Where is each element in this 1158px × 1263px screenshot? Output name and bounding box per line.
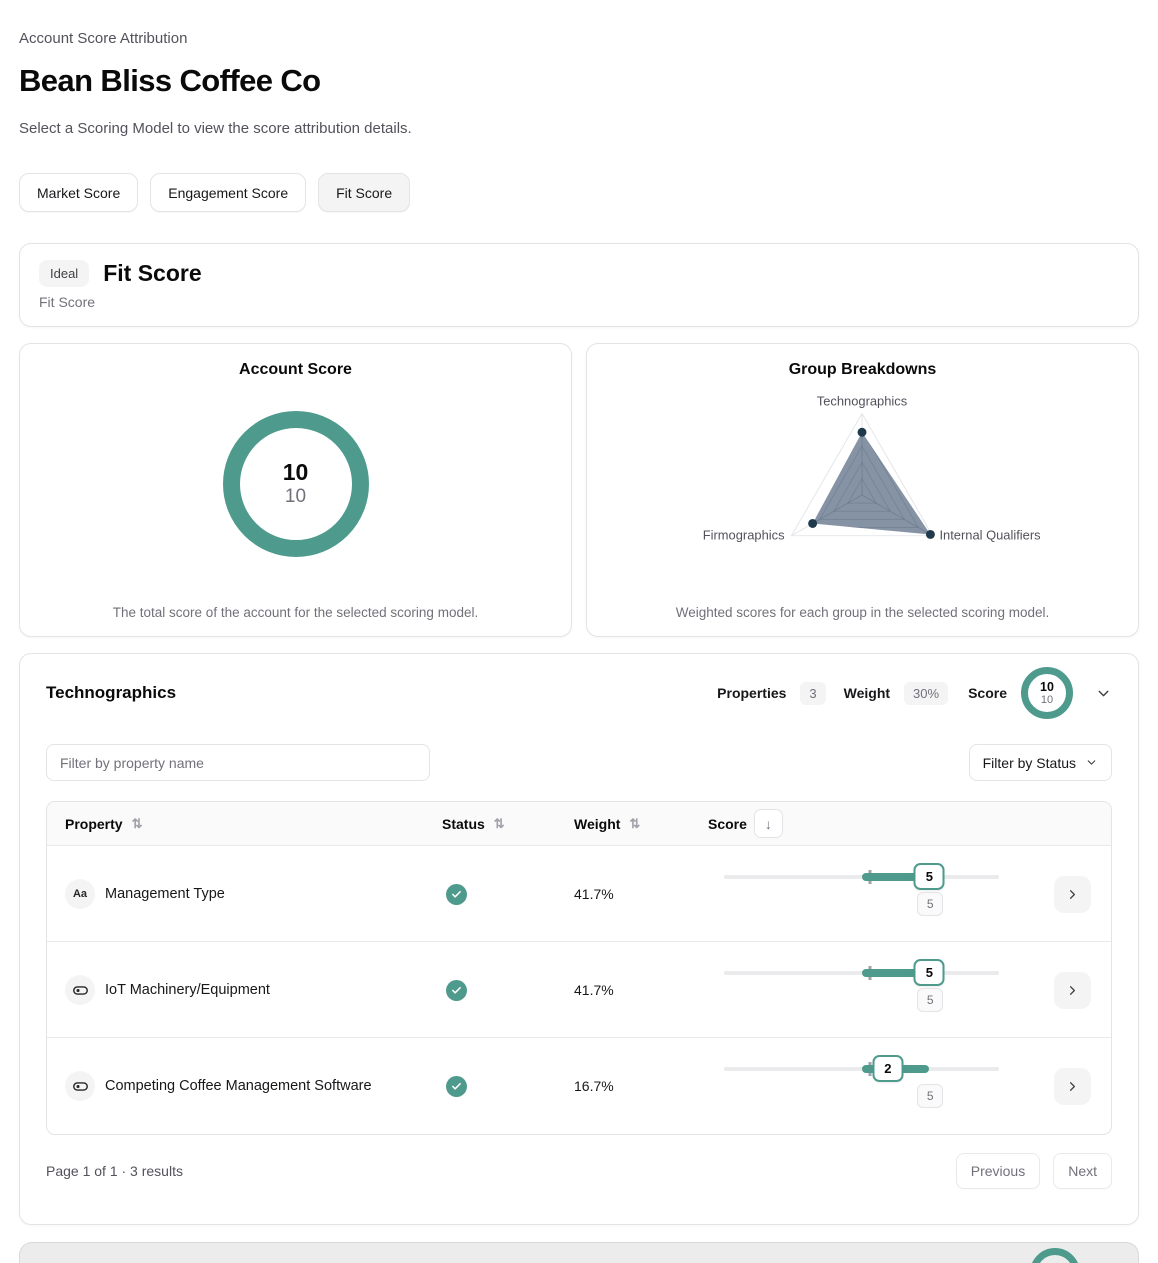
ideal-badge: Ideal xyxy=(39,260,90,287)
boolean-toggle-icon xyxy=(65,1071,95,1101)
weight-label: Weight xyxy=(843,685,891,701)
column-weight: Weight xyxy=(574,815,621,832)
status-sort-icon[interactable]: ⇅ xyxy=(493,815,505,831)
row-detail-button[interactable] xyxy=(1054,875,1091,913)
property-filter-input[interactable] xyxy=(46,744,430,781)
account-score-value: 10 xyxy=(282,459,309,485)
row-detail-button[interactable] xyxy=(1054,971,1091,1009)
column-status: Status xyxy=(442,815,485,832)
status-filter-label: Filter by Status xyxy=(982,754,1076,771)
row-detail-button[interactable] xyxy=(1054,1067,1091,1105)
table-row: Competing Coffee Management Software 16.… xyxy=(47,1038,1111,1134)
breadcrumb: Account Score Attribution xyxy=(19,30,188,47)
weight-value: 16.7% xyxy=(574,1078,614,1094)
property-name: Competing Coffee Management Software xyxy=(105,1078,372,1094)
status-passed-icon xyxy=(446,979,467,1001)
score-value-box[interactable]: 2 xyxy=(872,1055,904,1082)
score-max-box: 5 xyxy=(917,1084,944,1108)
group-score-value: 10 xyxy=(1040,679,1054,694)
property-name: Management Type xyxy=(105,886,225,902)
radar-axis-label: Internal Qualifiers xyxy=(939,528,1040,543)
chevron-right-icon xyxy=(1070,889,1075,899)
score-value-box[interactable]: 5 xyxy=(913,863,945,890)
charts-row: Account Score 10 10 The total score of t… xyxy=(19,343,1139,637)
score-slider: 5 5 xyxy=(724,942,1016,1038)
model-subtitle: Fit Score xyxy=(39,294,96,310)
column-property: Property xyxy=(65,815,123,832)
score-value-box[interactable]: 5 xyxy=(913,959,945,986)
slider-bar xyxy=(861,873,933,881)
group-score-max: 10 xyxy=(1040,693,1054,706)
weight-sort-icon[interactable]: ⇅ xyxy=(629,815,641,831)
property-sort-icon[interactable]: ⇅ xyxy=(131,815,143,831)
chevron-down-icon[interactable] xyxy=(1095,685,1112,702)
account-score-title: Account Score xyxy=(239,361,352,378)
property-name: IoT Machinery/Equipment xyxy=(105,982,270,998)
group-score-donut: 10 10 xyxy=(1021,667,1073,719)
tab-engagement-score[interactable]: Engagement Score xyxy=(150,173,307,212)
weight-value: 41.7% xyxy=(574,982,614,998)
page-summary: Page 1 of 1 · 3 results xyxy=(46,1163,183,1179)
tab-market-score[interactable]: Market Score xyxy=(19,173,139,212)
group-breakdowns-description: Weighted scores for each group in the se… xyxy=(675,605,1050,620)
status-passed-icon xyxy=(446,1075,467,1097)
table-header-row: Property ⇅ Status ⇅ Weight ⇅ Score ↓ xyxy=(47,802,1111,846)
scoring-model-tabs: Market Score Engagement Score Fit Score xyxy=(19,173,1139,212)
properties-table: Property ⇅ Status ⇅ Weight ⇅ Score ↓ xyxy=(46,801,1112,1135)
filters-row: Filter by Status xyxy=(46,744,1112,781)
page-subtitle: Select a Scoring Model to view the score… xyxy=(19,120,412,137)
properties-count-badge: 3 xyxy=(800,681,826,705)
chevron-right-icon xyxy=(1070,1081,1075,1091)
table-row: IoT Machinery/Equipment 41.7% 5 5 xyxy=(47,942,1111,1038)
group-header: Technographics Properties 3 Weight 30% S… xyxy=(46,664,1112,722)
weight-value-badge: 30% xyxy=(904,681,949,705)
technographics-section-card: Technographics Properties 3 Weight 30% S… xyxy=(19,653,1139,1225)
column-score: Score xyxy=(708,815,747,832)
status-passed-icon xyxy=(446,883,467,905)
group-breakdowns-card: Technographics Internal Qualifiers Firmogr… xyxy=(586,343,1139,637)
radar-chart: Technographics Internal Qualifiers Firmogr… xyxy=(703,394,1041,543)
chevron-down-icon xyxy=(1087,760,1096,765)
account-score-card: Account Score 10 10 The total score of t… xyxy=(19,343,572,637)
score-max-box: 5 xyxy=(917,988,944,1012)
score-sort-button[interactable]: ↓ xyxy=(753,809,783,838)
score-max-box: 5 xyxy=(917,892,944,916)
radar-axis-label: Firmographics xyxy=(703,528,785,543)
tab-fit-score[interactable]: Fit Score xyxy=(318,173,411,212)
radar-axis-label: Technographics xyxy=(817,394,907,409)
account-score-donut: 10 10 xyxy=(222,411,369,557)
next-group-score-donut xyxy=(1030,1248,1080,1263)
score-slider: 2 5 xyxy=(724,1038,1016,1134)
account-score-description: The total score of the account for the s… xyxy=(112,605,479,620)
pagination: Page 1 of 1 · 3 results Previous Next xyxy=(46,1153,1112,1189)
slider-bar xyxy=(861,969,933,977)
account-score-max: 10 xyxy=(284,486,307,507)
model-summary-card: Ideal Fit Score Fit Score xyxy=(19,243,1139,327)
next-button[interactable]: Next xyxy=(1053,1153,1112,1189)
boolean-toggle-icon xyxy=(65,975,95,1005)
group-title: Technographics xyxy=(46,683,177,702)
page-title: Bean Bliss Coffee Co xyxy=(19,63,321,98)
next-group-card-peek[interactable] xyxy=(19,1242,1139,1263)
text-type-icon: Aa xyxy=(65,879,95,909)
model-title: Fit Score xyxy=(103,260,202,286)
properties-label: Properties xyxy=(717,685,787,701)
previous-button[interactable]: Previous xyxy=(955,1153,1041,1189)
chevron-right-icon xyxy=(1070,985,1075,995)
table-row: Aa Management Type 41.7% 5 5 xyxy=(47,846,1111,942)
score-label: Score xyxy=(968,685,1007,701)
weight-value: 41.7% xyxy=(574,886,614,902)
status-filter-button[interactable]: Filter by Status xyxy=(968,744,1112,781)
group-breakdowns-title: Group Breakdowns xyxy=(788,361,937,378)
score-slider: 5 5 xyxy=(724,846,1016,942)
